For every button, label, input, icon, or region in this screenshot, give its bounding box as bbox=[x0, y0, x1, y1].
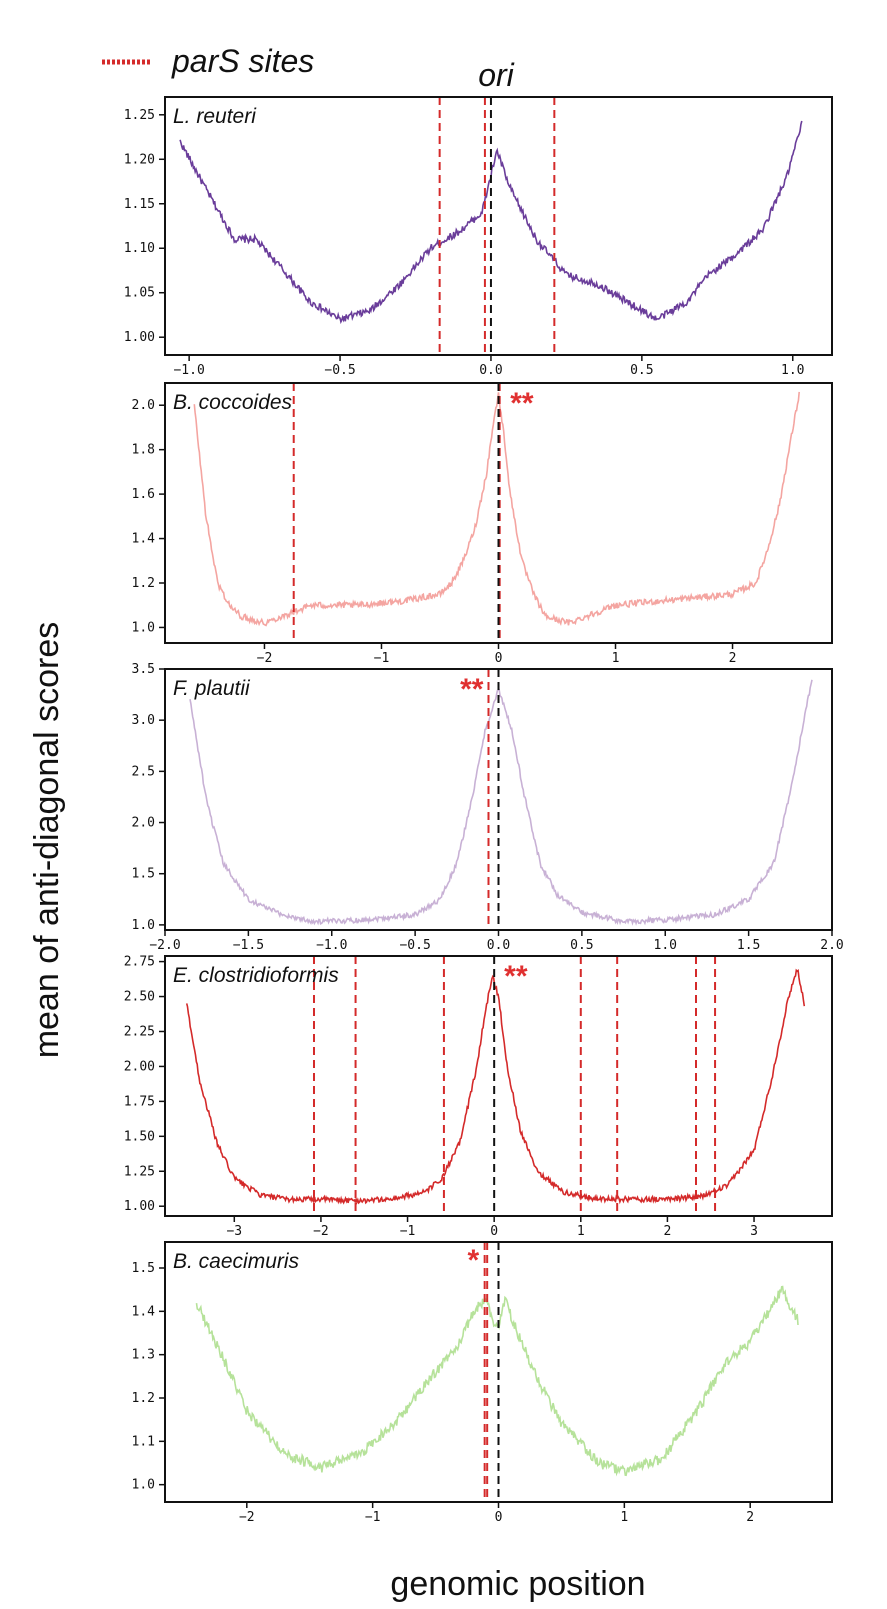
legend: parS sites bbox=[102, 43, 314, 79]
x-tick-label: 0 bbox=[495, 1510, 503, 1525]
y-tick-label: 1.3 bbox=[132, 1348, 155, 1363]
x-tick-label: 0.0 bbox=[479, 363, 502, 378]
x-tick-label: 1.5 bbox=[737, 938, 760, 953]
x-tick-label: 0.0 bbox=[487, 938, 510, 953]
y-tick-label: 1.00 bbox=[124, 330, 155, 345]
x-tick-label: 2 bbox=[729, 651, 737, 666]
y-tick-label: 1.50 bbox=[124, 1129, 155, 1144]
panel-title: B. caecimuris bbox=[173, 1250, 300, 1273]
x-tick-label: 3 bbox=[750, 1224, 758, 1239]
y-tick-label: 2.50 bbox=[124, 990, 155, 1005]
significance-mark: ** bbox=[504, 960, 528, 993]
x-tick-label: 1 bbox=[620, 1510, 628, 1525]
x-tick-label: 2 bbox=[746, 1510, 754, 1525]
panel-title: B. coccoides bbox=[173, 391, 293, 414]
x-tick-label: 1.0 bbox=[781, 363, 804, 378]
x-tick-label: −2 bbox=[257, 651, 273, 666]
panels: 1.001.051.101.151.201.25−1.0 −0.5 0.0 0.5 1.… bbox=[124, 96, 844, 1525]
series-line bbox=[185, 968, 806, 1205]
y-tick-label: 1.0 bbox=[132, 918, 155, 933]
y-tick-label: 1.6 bbox=[132, 487, 155, 502]
y-tick-label: 2.00 bbox=[124, 1059, 155, 1074]
y-tick-label: 1.10 bbox=[124, 241, 155, 256]
y-tick-label: 3.5 bbox=[132, 662, 155, 677]
x-tick-label: −0.5 bbox=[399, 938, 430, 953]
legend-label: parS sites bbox=[171, 43, 314, 79]
x-tick-label: 2 bbox=[664, 1224, 672, 1239]
y-tick-label: 2.0 bbox=[132, 816, 155, 831]
series-line bbox=[193, 391, 800, 627]
x-tick-label: −1.0 bbox=[173, 363, 204, 378]
x-tick-label: −1 bbox=[374, 651, 390, 666]
x-tick-label: −1 bbox=[400, 1224, 416, 1239]
x-tick-label: 0 bbox=[490, 1224, 498, 1239]
x-tick-label: 1 bbox=[577, 1224, 585, 1239]
panel-1: 1.00 1.05 1.10 1.15 1.20 1.25 −1.0 −0.5 0.0 0.5 1.… bbox=[124, 96, 833, 378]
y-tick-label: 1.00 bbox=[124, 1199, 155, 1214]
x-tick-label: 2.0 bbox=[820, 938, 843, 953]
y-tick-label: 2.25 bbox=[124, 1024, 155, 1039]
y-tick-label: 2.75 bbox=[124, 955, 155, 970]
y-tick-label: 1.20 bbox=[124, 152, 155, 167]
significance-mark: ** bbox=[510, 387, 534, 420]
panel-2: 1.0 1.2 1.4 1.6 1.8 2.0 −2 −1 0 1 2 B. coccoides ** bbox=[132, 382, 833, 666]
y-tick-label: 1.5 bbox=[132, 867, 155, 882]
y-tick-label: 1.4 bbox=[132, 532, 156, 547]
panel-title: E. clostridioformis bbox=[173, 964, 339, 987]
x-tick-label: −3 bbox=[226, 1224, 242, 1239]
y-tick-label: 1.8 bbox=[132, 443, 155, 458]
x-tick-label: 0.5 bbox=[570, 938, 593, 953]
x-tick-label: −2.0 bbox=[149, 938, 180, 953]
significance-mark: * bbox=[467, 1244, 479, 1277]
x-tick-label: −1 bbox=[365, 1510, 381, 1525]
y-tick-label: 3.0 bbox=[132, 713, 155, 728]
x-tick-label: 0 bbox=[495, 651, 503, 666]
x-axis-label: genomic position bbox=[390, 1565, 645, 1603]
x-tick-label: −2 bbox=[239, 1510, 255, 1525]
series-line bbox=[189, 679, 813, 926]
y-tick-label: 1.2 bbox=[132, 576, 155, 591]
y-tick-label: 1.25 bbox=[124, 1164, 155, 1179]
y-tick-label: 2.5 bbox=[132, 764, 155, 779]
panel-title: F. plautii bbox=[173, 677, 251, 700]
y-tick-label: 1.4 bbox=[132, 1304, 156, 1319]
y-tick-label: 1.15 bbox=[124, 197, 155, 212]
y-tick-label: 1.05 bbox=[124, 286, 155, 301]
y-tick-label: 2.0 bbox=[132, 398, 155, 413]
significance-mark: ** bbox=[460, 673, 484, 706]
panel-3: 1.0 1.5 2.0 2.5 3.0 3.5 −2.0 −1.5 −1.0 −0.5 0.0 0.5… bbox=[132, 662, 844, 953]
y-tick-label: 1.75 bbox=[124, 1094, 155, 1109]
y-tick-label: 1.0 bbox=[132, 1478, 155, 1493]
series-line bbox=[195, 1285, 799, 1477]
y-tick-label: 1.25 bbox=[124, 108, 155, 123]
plot-frame bbox=[164, 96, 833, 356]
y-tick-label: 1.5 bbox=[132, 1261, 155, 1276]
x-tick-label: −0.5 bbox=[324, 363, 355, 378]
y-axis-label: mean of anti-diagonal scores bbox=[28, 622, 66, 1059]
x-tick-label: −1.5 bbox=[233, 938, 264, 953]
y-tick-label: 1.1 bbox=[132, 1434, 155, 1449]
plot-frame bbox=[164, 955, 833, 1217]
y-tick-label: 1.0 bbox=[132, 620, 155, 635]
x-tick-label: −1.0 bbox=[316, 938, 347, 953]
x-tick-label: 1 bbox=[612, 651, 620, 666]
panel-5: 1.0 1.1 1.2 1.3 1.4 1.5 −2 −1 0 1 2 B. caecimuris * bbox=[132, 1241, 833, 1525]
y-tick-label: 1.2 bbox=[132, 1391, 155, 1406]
x-tick-label: −2 bbox=[313, 1224, 329, 1239]
x-tick-label: 1.0 bbox=[654, 938, 677, 953]
x-tick-label: 0.5 bbox=[630, 363, 653, 378]
panel-title: L. reuteri bbox=[173, 105, 257, 128]
panel-4: 1.00 1.25 1.50 1.75 2.00 2.25 2.50 2.75 −3 −2 −1 0 1… bbox=[124, 955, 833, 1239]
ori-label: ori bbox=[478, 57, 514, 93]
